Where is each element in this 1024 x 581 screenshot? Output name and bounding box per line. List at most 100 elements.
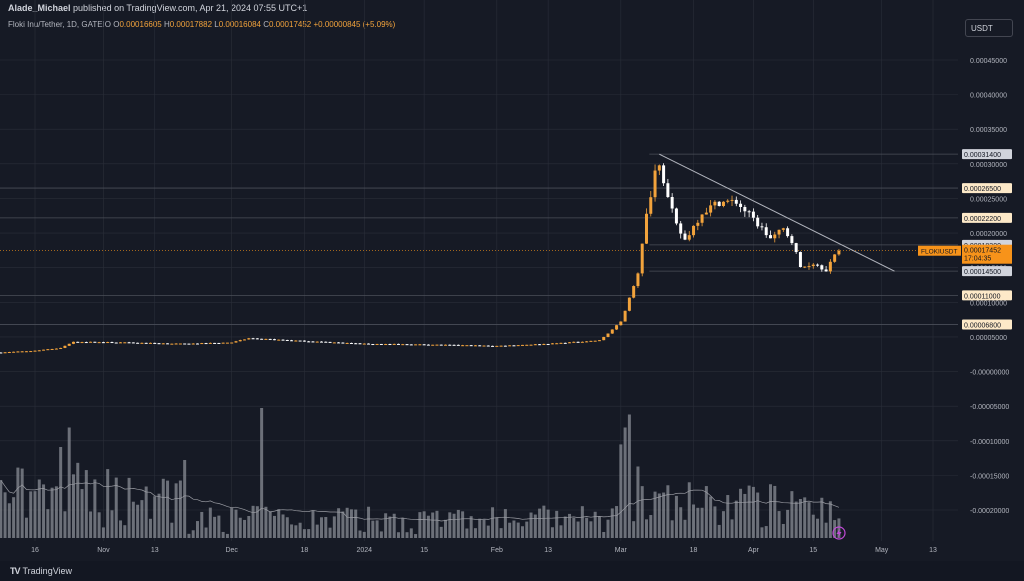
volume-bar xyxy=(144,486,148,538)
candle-body xyxy=(204,343,208,345)
volume-bar xyxy=(71,474,75,538)
tradingview-brand[interactable]: TV TradingView xyxy=(10,566,72,576)
volume-bar xyxy=(195,521,199,538)
candle-body xyxy=(315,341,319,343)
volume-bars xyxy=(0,408,841,538)
volume-bar xyxy=(777,511,781,538)
volume-bar xyxy=(12,497,16,538)
volume-bar xyxy=(679,507,683,538)
candle-body xyxy=(157,343,161,345)
volume-bar xyxy=(473,528,477,538)
volume-bar xyxy=(499,528,503,538)
candle-body xyxy=(268,338,272,340)
y-tick-label: -0.00000000 xyxy=(970,370,1009,377)
candle-body xyxy=(392,343,396,345)
x-tick-label: Nov xyxy=(97,547,110,554)
volume-bar xyxy=(824,522,828,538)
volume-bar xyxy=(786,509,790,538)
volume-bar xyxy=(597,516,601,538)
currency-button[interactable]: USDT xyxy=(965,19,1013,37)
trendline xyxy=(659,153,895,272)
volume-bar xyxy=(610,508,614,538)
candle-body xyxy=(563,342,567,344)
volume-bar xyxy=(687,482,691,538)
candle-body xyxy=(332,342,336,344)
volume-bar xyxy=(320,517,324,538)
volume-bar xyxy=(285,517,289,538)
candle-body xyxy=(469,345,473,347)
volume-bar xyxy=(769,484,773,538)
volume-bar xyxy=(161,478,165,538)
change-value: +0.00000845 (+5.09%) xyxy=(313,20,396,29)
volume-bar xyxy=(328,527,332,538)
volume-bar xyxy=(123,525,127,538)
volume-bar xyxy=(615,506,619,538)
candle-body xyxy=(610,329,614,334)
y-tick-label: 0.00045000 xyxy=(970,58,1007,65)
volume-bar xyxy=(409,528,413,538)
y-tick-label: 0.00030000 xyxy=(970,162,1007,169)
candle-body xyxy=(798,252,802,268)
volume-bar xyxy=(666,485,670,538)
volume-bar xyxy=(54,486,58,538)
footer-bar xyxy=(0,561,1024,581)
volume-bar xyxy=(37,479,41,538)
volume-bar xyxy=(396,532,400,538)
author-name[interactable]: Alade_Michael xyxy=(8,3,71,13)
volume-bar xyxy=(426,515,430,538)
candle-body xyxy=(679,223,683,234)
price-chart[interactable]: 0.00045000 0.00040000 0.00035000 0.00030000… xyxy=(0,0,1024,561)
candle-body xyxy=(362,343,366,345)
candle-body xyxy=(131,342,135,344)
volume-bar xyxy=(281,514,285,538)
level-label-box xyxy=(962,212,1012,223)
volume-bar xyxy=(422,511,426,538)
candle-body xyxy=(837,250,841,255)
volume-bar xyxy=(803,497,807,538)
volume-bar xyxy=(781,523,785,538)
volume-bar xyxy=(371,520,375,538)
lightning-bolt-icon[interactable] xyxy=(832,526,846,540)
volume-bar xyxy=(221,531,225,538)
volume-bar xyxy=(649,515,653,538)
candle-body xyxy=(508,345,512,347)
candle-body xyxy=(503,345,507,347)
candle-body xyxy=(89,341,93,343)
candle-body xyxy=(448,344,452,346)
symbol-label-box xyxy=(918,245,961,256)
candle-body xyxy=(431,344,435,346)
volume-bar xyxy=(559,525,563,538)
volume-bar xyxy=(268,511,272,538)
last-price-box xyxy=(962,244,1012,264)
x-tick-label: 18 xyxy=(301,547,309,554)
candle-body xyxy=(272,339,276,341)
candle-body xyxy=(816,264,820,266)
candle-body xyxy=(786,228,790,237)
volume-bar xyxy=(251,505,255,538)
volume-bar xyxy=(272,515,276,538)
volume-bar xyxy=(627,414,631,538)
grid-lines xyxy=(0,0,958,541)
volume-bar xyxy=(290,524,294,538)
tradingview-logo: TV xyxy=(10,566,20,576)
y-tick-label: 0.00035000 xyxy=(970,127,1007,134)
volume-bar xyxy=(692,504,696,538)
candle-body xyxy=(33,350,37,352)
volume-bar xyxy=(632,521,636,538)
candle-body xyxy=(388,344,392,346)
volume-bar xyxy=(589,521,593,538)
volume-bar xyxy=(606,519,610,538)
x-tick-label: Dec xyxy=(225,547,238,554)
last-price-value: 0.00017452 xyxy=(964,248,1001,255)
candle-body xyxy=(277,339,281,341)
candle-body xyxy=(803,266,807,268)
y-tick-label: 0.00005000 xyxy=(970,335,1007,342)
volume-bar xyxy=(264,506,268,538)
volume-bar xyxy=(174,483,178,538)
candle-body xyxy=(824,269,828,272)
candles xyxy=(0,163,841,354)
candle-body xyxy=(213,342,217,344)
volume-bar xyxy=(734,500,738,538)
candle-body xyxy=(606,333,610,337)
volume-bar xyxy=(764,526,768,538)
